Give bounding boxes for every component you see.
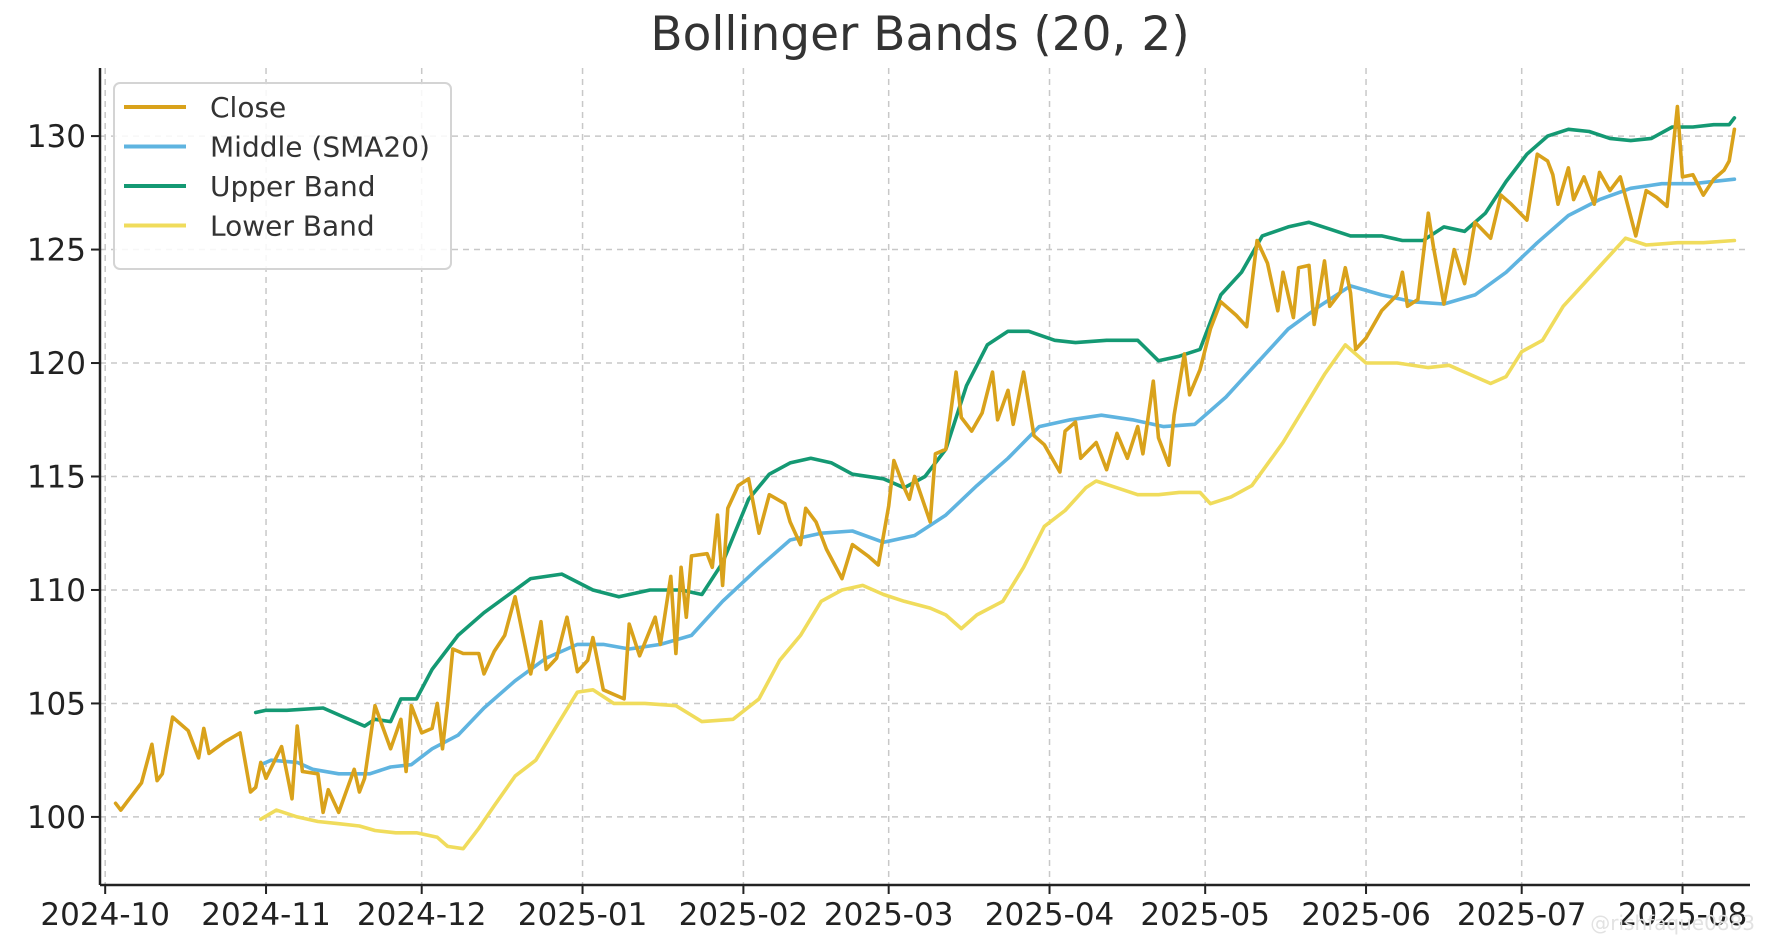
x-tick-label: 2025-02	[679, 897, 809, 933]
legend-label: Lower Band	[210, 210, 375, 243]
y-axis-ticks: 100 105 110 115 120 125 130	[27, 119, 100, 836]
y-tick-label: 110	[27, 573, 86, 609]
series-line-close	[113, 104, 1737, 815]
x-tick-label: 2025-04	[985, 897, 1115, 933]
series-lines	[113, 104, 1737, 851]
x-tick-label: 2025-01	[518, 897, 648, 933]
legend-label: Middle (SMA20)	[210, 131, 430, 164]
y-tick-label: 100	[27, 800, 86, 836]
x-tick-label: 2025-06	[1301, 897, 1431, 933]
x-tick-label: 2025-05	[1140, 897, 1270, 933]
x-tick-label: 2024-12	[357, 897, 487, 933]
series-line-upper-band	[253, 116, 1737, 728]
x-tick-label: 2025-07	[1457, 897, 1587, 933]
legend: Close Middle (SMA20) Upper Band Lower Band	[113, 82, 452, 270]
y-tick-label: 130	[27, 119, 86, 155]
chart-title: Bollinger Bands (20, 2)	[650, 7, 1189, 62]
series-line-lower-band	[258, 236, 1737, 851]
x-tick-label: 2024-11	[201, 897, 331, 933]
y-tick-label: 115	[27, 460, 86, 496]
x-tick-label: 2025-03	[824, 897, 954, 933]
x-tick-label: 2024-10	[40, 897, 170, 933]
y-tick-label: 125	[27, 233, 86, 269]
legend-label: Close	[210, 91, 286, 124]
x-tick-label: 2025-08	[1618, 897, 1748, 933]
legend-box	[113, 82, 452, 270]
legend-label: Upper Band	[210, 170, 376, 203]
x-axis-ticks: 2024-10 2024-11 2024-12 2025-01 2025-02 2025-…	[40, 885, 1747, 933]
y-tick-label: 120	[27, 346, 86, 382]
y-tick-label: 105	[27, 686, 86, 722]
watermark: @rishfaque0883	[1590, 911, 1755, 935]
